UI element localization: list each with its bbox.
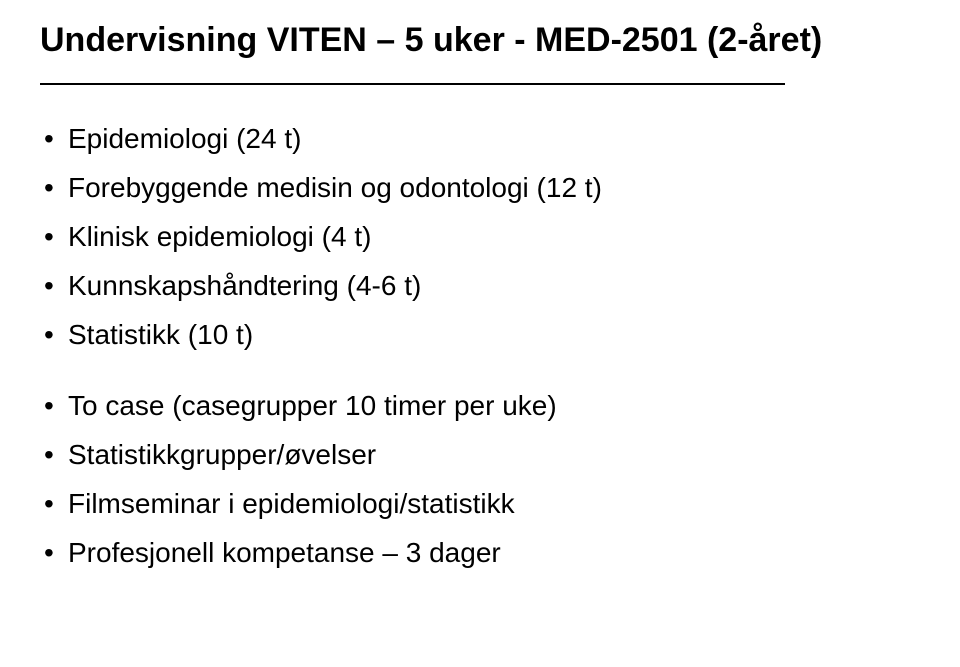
list-item: Profesjonell kompetanse – 3 dager xyxy=(40,535,920,570)
bullet-group-2: To case (casegrupper 10 timer per uke) S… xyxy=(40,388,920,570)
slide-title: Undervisning VITEN – 5 uker - MED-2501 (… xyxy=(40,20,920,61)
list-item: Kunnskapshåndtering (4-6 t) xyxy=(40,268,920,303)
list-item: Filmseminar i epidemiologi/statistikk xyxy=(40,486,920,521)
bullet-group-1: Epidemiologi (24 t) Forebyggende medisin… xyxy=(40,121,920,352)
list-item: Forebyggende medisin og odontologi (12 t… xyxy=(40,170,920,205)
list-item: Statistikkgrupper/øvelser xyxy=(40,437,920,472)
title-divider xyxy=(40,83,785,85)
list-item: Epidemiologi (24 t) xyxy=(40,121,920,156)
group-gap xyxy=(40,366,920,388)
list-item: Klinisk epidemiologi (4 t) xyxy=(40,219,920,254)
list-item: To case (casegrupper 10 timer per uke) xyxy=(40,388,920,423)
slide: Undervisning VITEN – 5 uker - MED-2501 (… xyxy=(0,0,960,667)
list-item: Statistikk (10 t) xyxy=(40,317,920,352)
